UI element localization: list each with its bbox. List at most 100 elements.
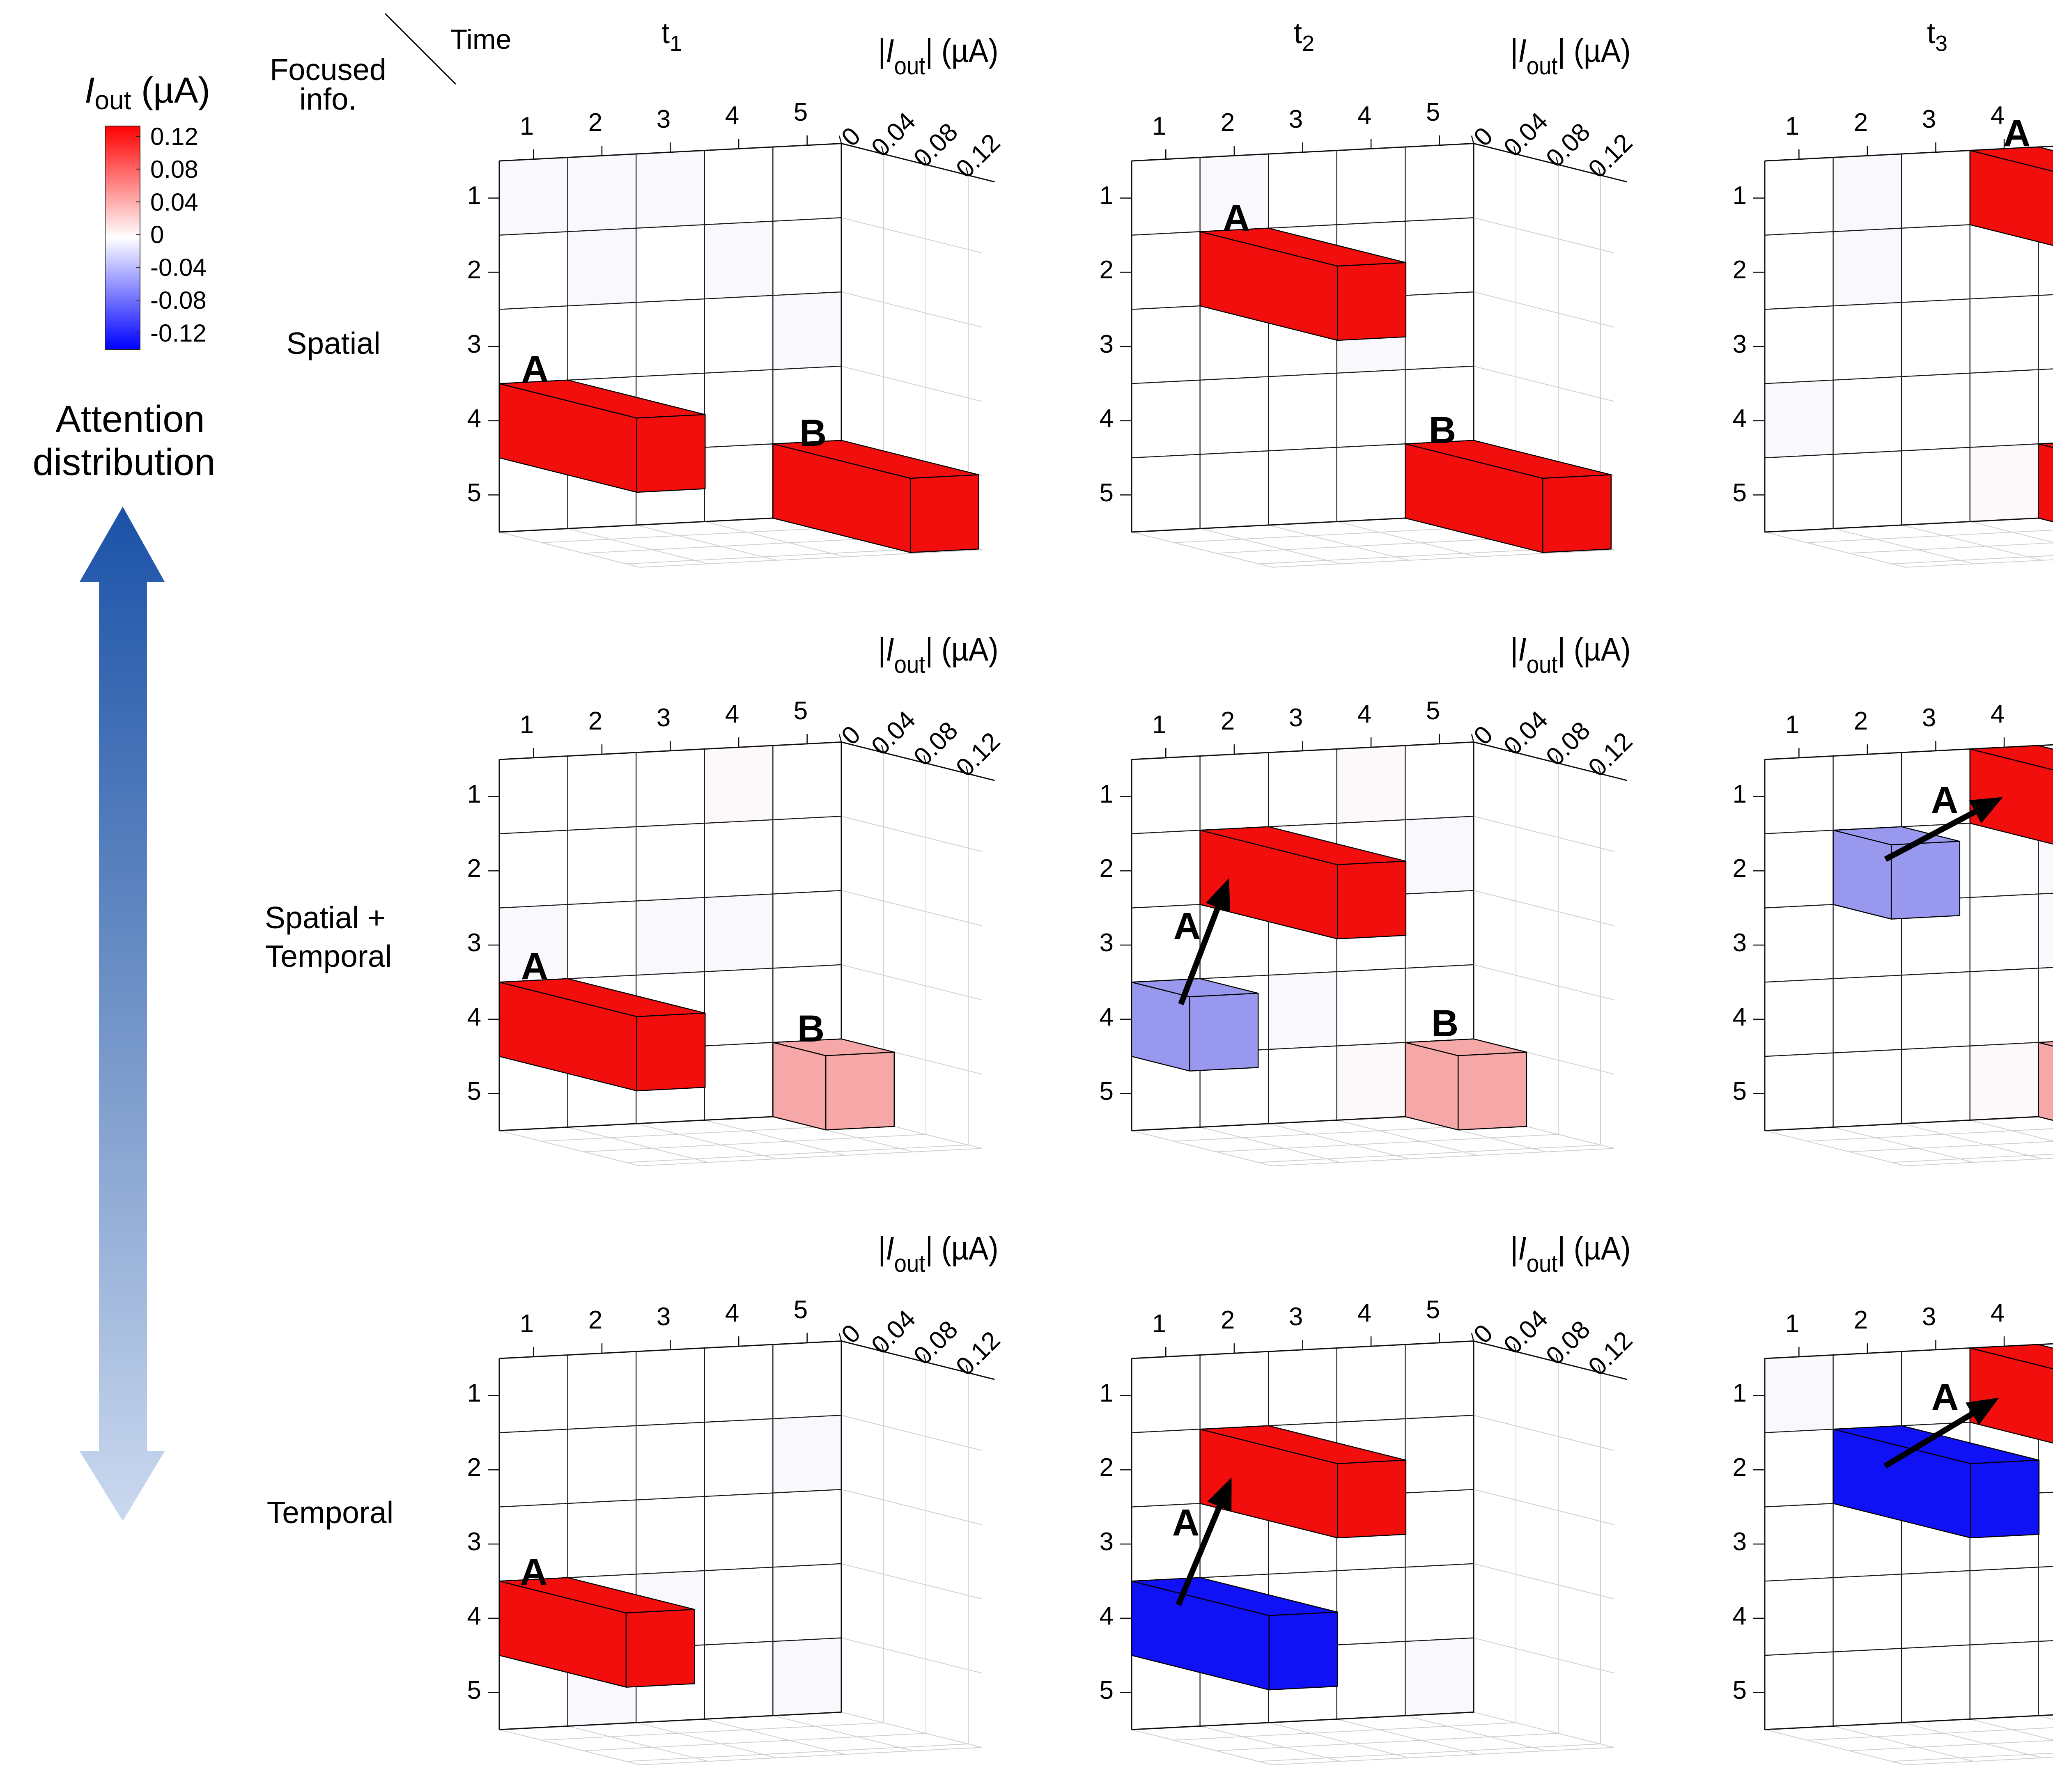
svg-text:5: 5 [467,1077,481,1106]
svg-text:Iout (µA): Iout (µA) [85,70,210,115]
svg-text:2: 2 [1221,108,1235,137]
svg-text:3: 3 [1100,929,1114,957]
svg-text:1: 1 [1733,780,1747,808]
svg-text:4: 4 [1733,1003,1747,1031]
svg-text:3: 3 [1733,1528,1747,1556]
svg-text:2: 2 [1733,854,1747,883]
svg-text:Spatial +: Spatial + [265,900,386,935]
svg-text:2: 2 [467,1453,481,1482]
svg-text:A: A [1931,1376,1959,1418]
svg-text:4: 4 [1991,700,2005,728]
svg-text:4: 4 [467,1602,481,1630]
svg-text:2: 2 [467,854,481,883]
svg-text:5: 5 [1100,479,1114,507]
svg-text:1: 1 [520,711,534,739]
svg-text:3: 3 [657,704,671,732]
svg-text:4: 4 [725,101,739,130]
svg-text:A: A [1172,1502,1199,1544]
svg-text:A: A [1223,197,1250,239]
svg-text:A: A [1931,779,1958,821]
svg-text:2: 2 [1854,1306,1868,1334]
svg-text:3: 3 [467,1528,481,1556]
svg-text:4: 4 [467,1003,481,1031]
svg-text:0: 0 [150,221,164,248]
svg-text:1: 1 [1152,1310,1166,1338]
svg-text:2: 2 [467,256,481,284]
svg-text:3: 3 [467,330,481,358]
svg-text:4: 4 [1357,1299,1371,1327]
svg-text:A: A [521,348,549,390]
svg-text:Time: Time [450,24,512,55]
svg-text:info.: info. [299,82,357,116]
svg-text:A: A [2003,112,2030,154]
svg-text:5: 5 [1100,1077,1114,1106]
svg-text:distribution: distribution [33,441,216,483]
svg-text:4: 4 [725,700,739,728]
svg-text:5: 5 [467,479,481,507]
svg-text:2: 2 [1733,256,1747,284]
svg-text:1: 1 [1100,181,1114,210]
svg-text:4: 4 [1100,1602,1114,1630]
svg-text:5: 5 [794,98,808,126]
svg-text:4: 4 [1357,700,1371,728]
svg-text:Attention: Attention [55,398,204,440]
svg-text:4: 4 [1357,101,1371,130]
svg-text:4: 4 [1733,1602,1747,1630]
svg-text:3: 3 [1100,330,1114,358]
svg-text:1: 1 [1785,112,1799,140]
svg-text:B: B [1429,409,1456,451]
svg-text:2: 2 [1100,1453,1114,1482]
svg-text:3: 3 [1100,1528,1114,1556]
svg-text:3: 3 [1922,105,1936,133]
svg-text:5: 5 [1426,98,1440,126]
svg-text:1: 1 [1152,711,1166,739]
svg-text:4: 4 [725,1299,739,1327]
svg-text:1: 1 [1100,1379,1114,1407]
svg-text:2: 2 [588,108,602,137]
svg-text:Temporal: Temporal [267,1495,393,1530]
svg-text:2: 2 [588,1306,602,1334]
svg-text:-0.12: -0.12 [150,319,207,347]
svg-text:3: 3 [657,105,671,133]
svg-text:2: 2 [1733,1453,1747,1482]
svg-text:5: 5 [1733,479,1747,507]
svg-text:1: 1 [1152,112,1166,140]
svg-text:1: 1 [1785,1310,1799,1338]
svg-text:1: 1 [1733,181,1747,210]
svg-text:0.12: 0.12 [150,123,198,150]
svg-text:B: B [799,412,827,454]
svg-text:5: 5 [794,697,808,725]
svg-text:3: 3 [1922,704,1936,732]
svg-text:Focused: Focused [270,53,386,87]
svg-text:2: 2 [588,707,602,735]
svg-text:-0.04: -0.04 [150,254,207,281]
svg-text:3: 3 [1289,704,1303,732]
svg-text:1: 1 [467,780,481,808]
svg-text:4: 4 [1991,1299,2005,1327]
svg-text:A: A [1173,905,1201,947]
svg-text:1: 1 [467,181,481,210]
svg-text:0.04: 0.04 [150,188,198,216]
svg-text:4: 4 [1991,101,2005,130]
svg-text:Spatial: Spatial [286,326,380,360]
svg-text:B: B [1431,1003,1458,1044]
svg-text:2: 2 [1854,108,1868,137]
svg-text:5: 5 [1733,1676,1747,1705]
svg-text:3: 3 [1289,1303,1303,1331]
svg-text:5: 5 [1426,1296,1440,1324]
svg-text:5: 5 [467,1676,481,1705]
svg-text:A: A [521,945,548,987]
svg-text:4: 4 [467,404,481,433]
svg-text:5: 5 [1733,1077,1747,1106]
svg-text:3: 3 [467,929,481,957]
svg-text:Temporal: Temporal [265,939,392,973]
svg-text:4: 4 [1733,404,1747,433]
svg-text:B: B [797,1008,824,1050]
svg-text:-0.08: -0.08 [150,287,207,314]
svg-text:5: 5 [1426,697,1440,725]
svg-text:2: 2 [1221,1306,1235,1334]
svg-text:1: 1 [467,1379,481,1407]
svg-text:2: 2 [1854,707,1868,735]
svg-text:3: 3 [1289,105,1303,133]
svg-text:1: 1 [520,112,534,140]
